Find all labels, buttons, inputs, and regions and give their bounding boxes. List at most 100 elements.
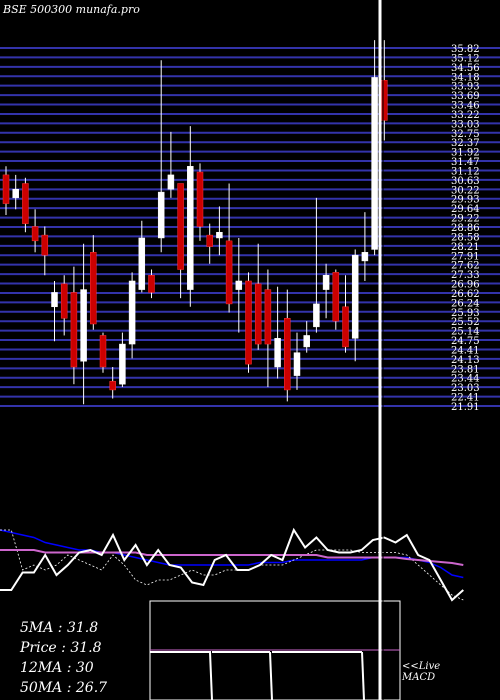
tick-label: 33.93 [451,82,480,93]
price-line [0,527,464,602]
tick-label: 29.93 [451,195,480,206]
tick-label: 33.03 [451,119,480,130]
candle-bear [206,234,213,247]
candle-bear [22,183,29,224]
candle-bear [196,171,204,227]
candle-bear [90,252,97,325]
ma-fast-line [0,529,464,601]
price-stat: Price : 31.8 [20,640,102,656]
tick-label: 28.21 [451,242,480,253]
tick-label: 26.62 [451,289,480,300]
ma50-stat: 50MA : 26.7 [20,680,108,696]
candle-bull [322,274,330,290]
candle-bear [264,289,272,345]
candle-bear [99,335,107,368]
stats-panel: 5MA : 31.8 Price : 31.8 12MA : 30 50MA :… [20,618,107,698]
tick-label: 24.41 [451,345,480,356]
candle-bull [138,237,146,290]
candle-bear [342,306,349,348]
lower-indicator-panel [0,527,464,602]
candle-bull [216,231,223,239]
y-axis-tick-labels: 35.8235.1234.5634.1833.9333.6933.4633.22… [451,44,480,413]
tick-label: 22.41 [451,393,480,404]
tick-label: 30.22 [451,185,480,196]
candle-bull [293,352,301,376]
candle-bear [41,234,49,256]
macd-signal-line [150,651,213,700]
tick-label: 25.52 [451,317,480,328]
candle-bear [148,274,155,293]
ma5-stat: 5MA : 31.8 [20,620,99,636]
tick-label: 31.47 [451,157,480,168]
candle-bull [157,191,165,239]
ma12-stat: 12MA : 30 [20,660,94,676]
candle-bull [235,280,243,290]
tick-label: 33.69 [451,91,480,102]
candle-bear [332,272,340,322]
live-macd-link[interactable]: <<Live MACD [402,661,440,683]
tick-label: 33.46 [451,101,480,112]
tick-label: 34.18 [451,72,480,83]
candle-bull [167,174,175,190]
tick-label: 23.03 [451,383,480,394]
tick-label: 23.81 [451,364,480,375]
candle-bear [284,318,291,391]
chart-title: BSE 500300 munafa.pro [3,3,140,16]
tick-label: 29.64 [451,204,480,215]
tick-label: 23.44 [451,374,480,385]
candle-bear [109,381,116,391]
live-label[interactable]: <<Live [402,661,441,672]
candle-bear [31,226,39,242]
tick-label: 28.86 [451,223,480,234]
tick-label: 21.91 [451,402,480,413]
tick-label: 29.22 [451,214,480,225]
candle-bull [274,338,281,368]
candle-bull [128,280,136,345]
candle-bear [381,80,388,121]
candle-bull [187,166,194,290]
candle-bull [51,292,58,308]
tick-label: 27.62 [451,261,480,272]
tick-label: 27.33 [451,270,480,281]
candle-bull [371,77,378,250]
candle-bear [2,174,10,204]
candle-bear [225,240,233,305]
tick-label: 30.63 [451,176,480,187]
tick-label: 26.96 [451,280,480,291]
tick-label: 35.12 [451,53,480,64]
candle-bull [361,252,369,262]
tick-label: 31.12 [451,166,480,177]
candle-bull [12,188,19,199]
macd-signal-line [269,651,273,700]
tick-label: 27.91 [451,251,480,262]
tick-label: 26.24 [451,298,480,309]
tick-label: 32.75 [451,129,480,140]
tick-label: 25.93 [451,308,480,319]
candle-bear [245,280,252,365]
macd-signal-line [361,651,365,700]
tick-label: 24.75 [451,336,480,347]
tick-label: 34.56 [451,63,480,74]
tick-label: 35.82 [451,44,480,55]
tick-label: 32.37 [451,138,480,149]
ma-trend-line [0,549,464,566]
candle-bull [303,335,310,348]
tick-label: 28.58 [451,232,480,243]
candle-bear [60,283,68,319]
candle-bear [177,183,184,270]
candle-bull [313,303,320,328]
candle-bear [70,292,78,368]
tick-label: 24.13 [451,355,480,366]
candle-bull [351,254,359,339]
candlestick-series [2,40,388,405]
macd-panel [149,600,401,700]
macd-label[interactable]: MACD [402,672,436,683]
tick-label: 25.14 [451,327,480,338]
price-gridlines [0,47,500,407]
tick-label: 33.22 [451,110,480,121]
tick-label: 31.92 [451,148,480,159]
candle-bull [80,289,87,362]
candle-bull [119,343,126,385]
candle-bear [254,283,262,345]
